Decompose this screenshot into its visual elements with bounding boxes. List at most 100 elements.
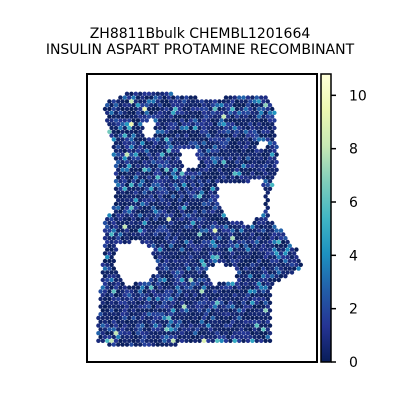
spot	[256, 281, 262, 286]
spot	[149, 300, 154, 305]
spot	[252, 243, 257, 248]
spot	[270, 236, 275, 241]
spot	[197, 277, 202, 283]
spot	[223, 95, 229, 100]
spot	[157, 331, 163, 336]
spot	[188, 232, 193, 237]
spot	[259, 224, 264, 229]
spot	[111, 205, 117, 210]
spot	[162, 255, 167, 260]
spot	[285, 262, 290, 267]
chart-title: ZH8811Bbulk CHEMBL1201664	[89, 26, 311, 42]
spot	[234, 99, 240, 104]
spot	[116, 106, 121, 112]
spot	[204, 334, 209, 340]
spot	[232, 133, 237, 138]
spot	[221, 167, 226, 172]
spot	[140, 186, 145, 191]
spot	[237, 118, 242, 123]
spot	[199, 236, 204, 241]
spot	[261, 327, 266, 332]
spot	[219, 217, 224, 222]
spot	[98, 296, 103, 302]
spot	[245, 285, 251, 290]
spot	[157, 277, 163, 283]
spot	[153, 239, 158, 245]
spot	[177, 281, 182, 286]
spot	[175, 308, 180, 313]
spot	[188, 293, 193, 298]
spot	[140, 133, 145, 138]
spot	[168, 243, 174, 248]
spot	[135, 110, 141, 116]
spot	[250, 125, 255, 131]
spot	[204, 205, 209, 210]
spot	[212, 220, 218, 226]
spot	[265, 129, 270, 134]
spot	[111, 106, 117, 112]
spot	[166, 270, 171, 275]
spot	[175, 323, 180, 328]
spot	[140, 171, 145, 176]
spot	[127, 179, 132, 184]
spot	[259, 163, 264, 169]
spot	[111, 228, 117, 233]
spot	[190, 289, 196, 294]
spot	[113, 194, 119, 199]
spot	[226, 152, 231, 157]
spot	[131, 148, 136, 153]
spot	[153, 163, 158, 169]
spot	[102, 281, 108, 286]
spot	[155, 213, 160, 218]
spot	[243, 167, 248, 172]
spot	[122, 239, 128, 245]
spot	[133, 213, 138, 218]
spot	[234, 236, 240, 241]
spot	[138, 175, 143, 180]
spot	[239, 281, 244, 286]
spot	[171, 133, 176, 138]
spot	[261, 304, 266, 309]
spot	[124, 236, 130, 241]
spot	[190, 213, 196, 218]
spot	[142, 114, 147, 119]
spot	[197, 255, 202, 260]
spot	[206, 179, 211, 184]
spot	[109, 331, 114, 336]
spot	[215, 209, 220, 214]
spot	[199, 152, 204, 157]
spot	[270, 243, 275, 248]
spot	[164, 251, 169, 256]
spot	[142, 296, 147, 302]
spot	[193, 270, 198, 275]
spot	[107, 99, 112, 104]
spot	[149, 209, 154, 214]
spot	[122, 323, 128, 328]
spot	[217, 152, 222, 157]
spot	[160, 319, 165, 324]
spot	[272, 262, 277, 267]
spot	[177, 137, 182, 142]
spot	[197, 163, 202, 169]
spot	[197, 308, 202, 313]
spot	[256, 266, 262, 271]
spot	[177, 274, 182, 279]
spot	[146, 99, 152, 104]
spot	[116, 319, 121, 324]
spot	[168, 213, 174, 218]
spot	[272, 133, 277, 138]
spot	[179, 133, 185, 138]
spot	[102, 312, 108, 317]
spot	[195, 266, 200, 271]
spot	[254, 171, 259, 176]
spot	[254, 141, 259, 146]
spot	[151, 91, 156, 97]
spot	[259, 247, 264, 252]
spot	[120, 205, 125, 210]
spot	[155, 251, 160, 256]
spot	[201, 163, 207, 169]
spot	[215, 194, 220, 199]
spot	[133, 99, 138, 104]
spot	[199, 205, 204, 210]
spot	[120, 220, 125, 226]
